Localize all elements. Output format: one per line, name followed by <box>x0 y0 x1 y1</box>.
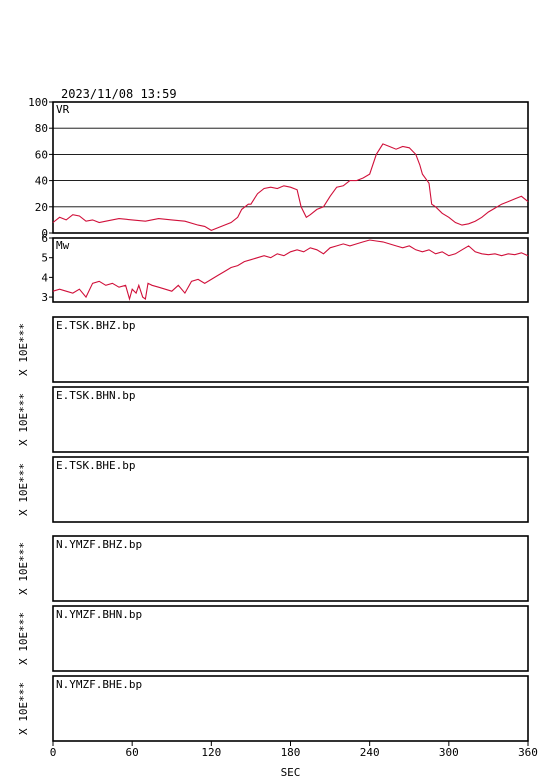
x-tick-label: 180 <box>281 746 301 759</box>
scale-label: X 10E*** <box>17 612 30 665</box>
scale-label: X 10E*** <box>17 463 30 516</box>
vr-panel-label: VR <box>56 103 70 116</box>
datetime-label: 2023/11/08 13:59 <box>61 87 177 101</box>
mw-panel-label: Mw <box>56 239 70 252</box>
x-tick-label: 360 <box>518 746 538 759</box>
mw-panel-frame <box>52 237 529 303</box>
waveform-panel-frame <box>52 605 529 672</box>
waveform-panel-frame <box>52 456 529 523</box>
x-tick-label: 120 <box>201 746 221 759</box>
mw-ytick-label: 5 <box>41 252 48 265</box>
vr-ytick-label: 0 <box>41 227 48 240</box>
mw-ytick-label: 6 <box>41 232 48 245</box>
vr-ytick-label: 60 <box>35 148 48 161</box>
station-label: E.TSK.BHE.bp <box>56 459 135 472</box>
vr-ytick-label: 40 <box>35 175 48 188</box>
mw-ytick-label: 4 <box>41 271 48 284</box>
mw-series-line <box>52 239 529 302</box>
x-axis-label: SEC <box>281 766 301 779</box>
scale-label: X 10E*** <box>17 542 30 595</box>
x-tick-label: 60 <box>126 746 139 759</box>
waveform-panel-frame <box>52 386 529 453</box>
mw-ytick-label: 3 <box>41 291 48 304</box>
station-label: E.TSK.BHN.bp <box>56 389 135 402</box>
station-label: N.YMZF.BHZ.bp <box>56 538 142 551</box>
scale-label: X 10E*** <box>17 323 30 376</box>
station-label: E.TSK.BHZ.bp <box>56 319 135 332</box>
scale-label: X 10E*** <box>17 393 30 446</box>
vr-series-line <box>52 143 529 232</box>
vr-ytick-label: 100 <box>28 96 48 109</box>
vr-ytick-label: 20 <box>35 201 48 214</box>
waveform-panel-frame <box>52 316 529 383</box>
x-tick-label: 300 <box>439 746 459 759</box>
x-tick-label: 240 <box>360 746 380 759</box>
station-label: N.YMZF.BHN.bp <box>56 608 142 621</box>
x-tick-label: 0 <box>50 746 57 759</box>
station-label: N.YMZF.BHE.bp <box>56 678 142 691</box>
plot-layer: 0 20 40 60 80 100 VR 3 4 5 6 Mw E.TSK.BHZ.bp X 10E***… <box>17 96 538 779</box>
vr-panel-frame <box>52 101 529 234</box>
waveform-panel-frame <box>52 535 529 602</box>
scale-label: X 10E*** <box>17 682 30 735</box>
vr-ytick-label: 80 <box>35 122 48 135</box>
